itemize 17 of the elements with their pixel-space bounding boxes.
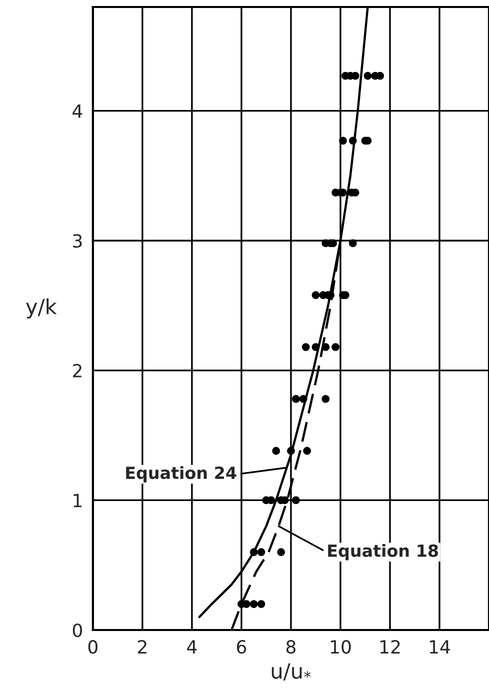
annotation: Equation 24: [126, 466, 236, 482]
annotation: Equation 18: [328, 544, 438, 560]
x-tick-label: 0: [88, 640, 98, 654]
x-tick-label: 8: [286, 640, 296, 654]
x-tick-label: 10: [330, 640, 351, 654]
x-tick-label: 14: [430, 640, 450, 654]
x-tick-label: 4: [187, 640, 197, 654]
y-axis-title: y/k: [26, 298, 57, 318]
x-tick-label: 2: [138, 640, 146, 654]
y-tick-label: 4: [72, 104, 82, 118]
x-axis-title: u/u$_{*}$: [272, 663, 311, 680]
y-tick-label: 2: [73, 364, 82, 378]
y-tick-label: 1: [74, 494, 82, 508]
y-tick-label: 0: [72, 623, 82, 638]
x-tick-label: 12: [380, 640, 400, 654]
x-tick-label: 6: [236, 640, 246, 654]
y-tick-label: 3: [73, 234, 82, 248]
